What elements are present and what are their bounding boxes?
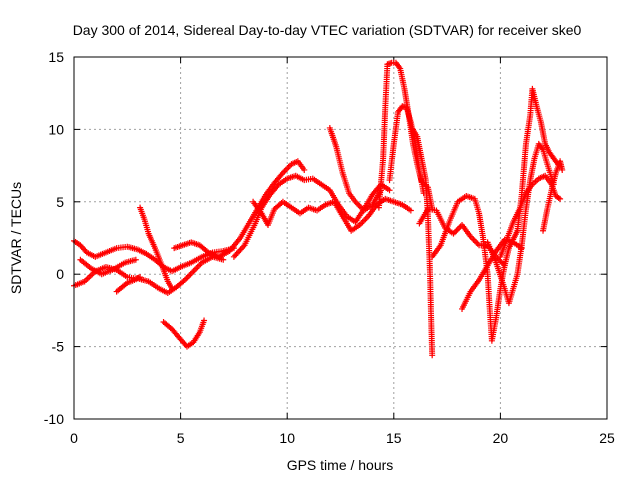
y-tick-label: 10 <box>48 121 64 137</box>
data-layer <box>71 59 566 359</box>
x-tick-label: 0 <box>70 430 78 446</box>
x-tick-label: 25 <box>599 430 615 446</box>
data-point <box>220 256 227 263</box>
y-tick-label: 5 <box>56 194 64 210</box>
series-track-j <box>326 124 385 214</box>
series-track-t <box>540 158 566 234</box>
y-tick-label: 15 <box>48 49 64 65</box>
plot-frame <box>73 56 608 420</box>
chart-title: Day 300 of 2014, Sidereal Day-to-day VTE… <box>73 22 582 38</box>
series-track-e <box>137 204 176 292</box>
data-point <box>407 207 414 214</box>
series-track-a <box>71 263 144 289</box>
y-tick-label: -5 <box>52 339 65 355</box>
data-point <box>301 166 308 173</box>
y-tick-label: 0 <box>56 266 64 282</box>
data-point <box>132 256 139 263</box>
data-point <box>169 285 176 292</box>
series-track-c <box>77 256 139 278</box>
data-point <box>201 317 208 324</box>
data-point <box>557 195 564 202</box>
series-track-m <box>409 126 436 359</box>
series-track-h <box>230 172 393 260</box>
data-point <box>559 166 566 173</box>
y-axis-label: SDTVAR / TECUs <box>8 182 24 294</box>
series-track-i <box>250 195 414 234</box>
x-tick-label: 10 <box>279 430 295 446</box>
series-track-r <box>514 85 561 234</box>
x-tick-label: 5 <box>177 430 185 446</box>
series-track-f <box>160 317 208 350</box>
data-point <box>386 187 393 194</box>
x-tick-label: 15 <box>386 430 402 446</box>
grid-layer <box>74 57 607 419</box>
y-tick-label: -10 <box>44 411 64 427</box>
series-track-g <box>171 158 308 260</box>
x-tick-label: 20 <box>493 430 509 446</box>
x-axis-label: GPS time / hours <box>287 457 394 473</box>
data-point <box>429 352 436 359</box>
